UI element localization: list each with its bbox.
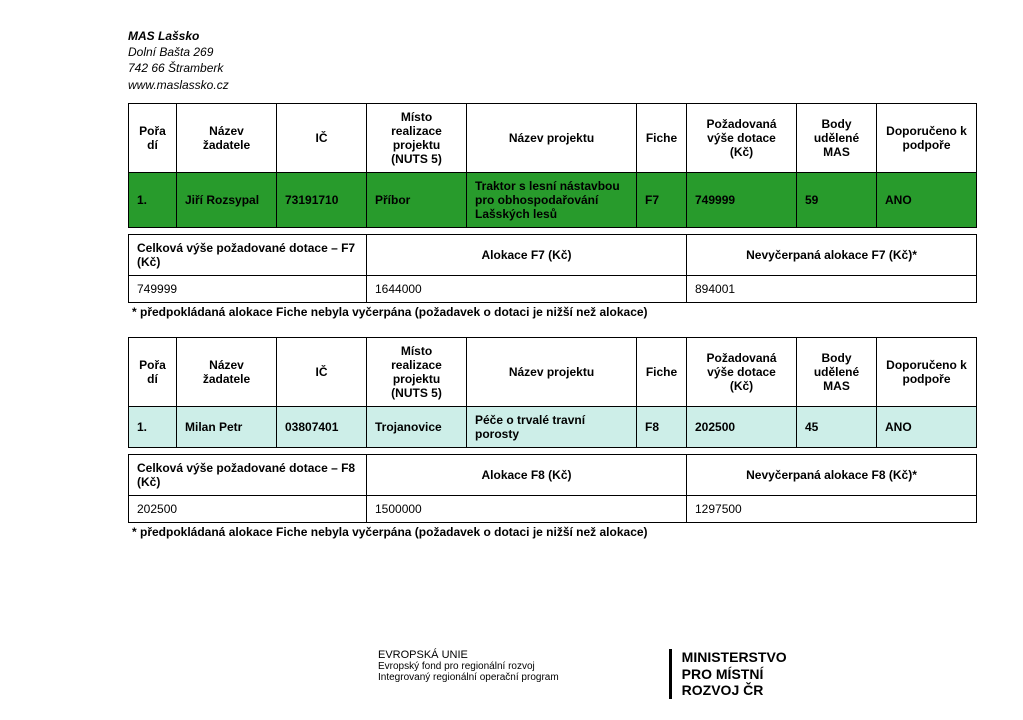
col-fiche: Fiche	[637, 337, 687, 406]
cell-body: 59	[797, 172, 877, 227]
col-misto: Místo realizace projektu (NUTS 5)	[367, 337, 467, 406]
summary-celkova-head: Celková výše požadované dotace – F7 (Kč)	[129, 234, 367, 275]
col-ic: IČ	[277, 337, 367, 406]
col-poradi: Pořadí	[129, 337, 177, 406]
summary-celkova-head: Celková výše požadované dotace – F8 (Kč)	[129, 454, 367, 495]
col-body: Body udělené MAS	[797, 337, 877, 406]
page-footer: EVROPSKÁ UNIE Evropský fond pro regionál…	[128, 649, 913, 699]
footer-ministry-block: MINISTERSTVO PRO MÍSTNÍ ROZVOJ ČR	[669, 649, 787, 699]
cell-dotace: 202500	[687, 406, 797, 447]
project-table-f7: Pořadí Název žadatele IČ Místo realizace…	[128, 103, 977, 303]
cell-doporuceno: ANO	[877, 172, 977, 227]
cell-poradi: 1.	[129, 406, 177, 447]
ministry-line3: ROZVOJ ČR	[682, 682, 787, 699]
eu-line3: Integrovaný regionální operační program	[378, 672, 559, 683]
cell-zadatel: Milan Petr	[177, 406, 277, 447]
col-zadatel: Název žadatele	[177, 103, 277, 172]
col-doporuceno: Doporučeno k podpoře	[877, 103, 977, 172]
summary-alokace-val: 1644000	[367, 275, 687, 302]
col-ic: IČ	[277, 103, 367, 172]
summary-head-row: Celková výše požadované dotace – F7 (Kč)…	[129, 234, 977, 275]
col-zadatel: Název žadatele	[177, 337, 277, 406]
cell-nazev-projektu: Péče o trvalé travní porosty	[467, 406, 637, 447]
footnote-f8: * předpokládaná alokace Fiche nebyla vyč…	[132, 525, 913, 539]
cell-doporuceno: ANO	[877, 406, 977, 447]
table-row: 1. Milan Petr 03807401 Trojanovice Péče …	[129, 406, 977, 447]
org-header: MAS Lašsko Dolní Bašta 269 742 66 Štramb…	[128, 28, 913, 93]
table-head-row: Pořadí Název žadatele IČ Místo realizace…	[129, 337, 977, 406]
ministry-line1: MINISTERSTVO	[682, 649, 787, 666]
summary-body-row: 749999 1644000 894001	[129, 275, 977, 302]
summary-alokace-val: 1500000	[367, 495, 687, 522]
col-misto: Místo realizace projektu (NUTS 5)	[367, 103, 467, 172]
cell-ic: 73191710	[277, 172, 367, 227]
col-nazev-projektu: Název projektu	[467, 103, 637, 172]
summary-body-row: 202500 1500000 1297500	[129, 495, 977, 522]
table-row: 1. Jiří Rozsypal 73191710 Příbor Traktor…	[129, 172, 977, 227]
summary-nevycerpana-val: 894001	[687, 275, 977, 302]
cell-fiche: F8	[637, 406, 687, 447]
summary-nevycerpana-head: Nevyčerpaná alokace F7 (Kč)*	[687, 234, 977, 275]
ministry-line2: PRO MÍSTNÍ	[682, 666, 787, 683]
project-table-f8: Pořadí Název žadatele IČ Místo realizace…	[128, 337, 977, 523]
col-nazev-projektu: Název projektu	[467, 337, 637, 406]
eu-line1: EVROPSKÁ UNIE	[378, 649, 559, 661]
summary-nevycerpana-val: 1297500	[687, 495, 977, 522]
col-dotace: Požadovaná výše dotace (Kč)	[687, 103, 797, 172]
cell-body: 45	[797, 406, 877, 447]
col-body: Body udělené MAS	[797, 103, 877, 172]
summary-head-row: Celková výše požadované dotace – F8 (Kč)…	[129, 454, 977, 495]
summary-alokace-head: Alokace F8 (Kč)	[367, 454, 687, 495]
col-dotace: Požadovaná výše dotace (Kč)	[687, 337, 797, 406]
org-addr2: 742 66 Štramberk	[128, 60, 913, 76]
footer-eu-block: EVROPSKÁ UNIE Evropský fond pro regionál…	[378, 649, 559, 683]
cell-zadatel: Jiří Rozsypal	[177, 172, 277, 227]
col-doporuceno: Doporučeno k podpoře	[877, 337, 977, 406]
table-head-row: Pořadí Název žadatele IČ Místo realizace…	[129, 103, 977, 172]
cell-nazev-projektu: Traktor s lesní nástavbou pro obhospodař…	[467, 172, 637, 227]
org-web: www.maslassko.cz	[128, 77, 913, 93]
summary-celkova-val: 202500	[129, 495, 367, 522]
summary-celkova-val: 749999	[129, 275, 367, 302]
cell-ic: 03807401	[277, 406, 367, 447]
cell-dotace: 749999	[687, 172, 797, 227]
summary-nevycerpana-head: Nevyčerpaná alokace F8 (Kč)*	[687, 454, 977, 495]
footnote-f7: * předpokládaná alokace Fiche nebyla vyč…	[132, 305, 913, 319]
col-poradi: Pořadí	[129, 103, 177, 172]
cell-fiche: F7	[637, 172, 687, 227]
org-addr1: Dolní Bašta 269	[128, 44, 913, 60]
summary-alokace-head: Alokace F7 (Kč)	[367, 234, 687, 275]
col-fiche: Fiche	[637, 103, 687, 172]
eu-line2: Evropský fond pro regionální rozvoj	[378, 661, 559, 672]
org-name: MAS Lašsko	[128, 28, 913, 44]
cell-misto: Příbor	[367, 172, 467, 227]
cell-poradi: 1.	[129, 172, 177, 227]
cell-misto: Trojanovice	[367, 406, 467, 447]
